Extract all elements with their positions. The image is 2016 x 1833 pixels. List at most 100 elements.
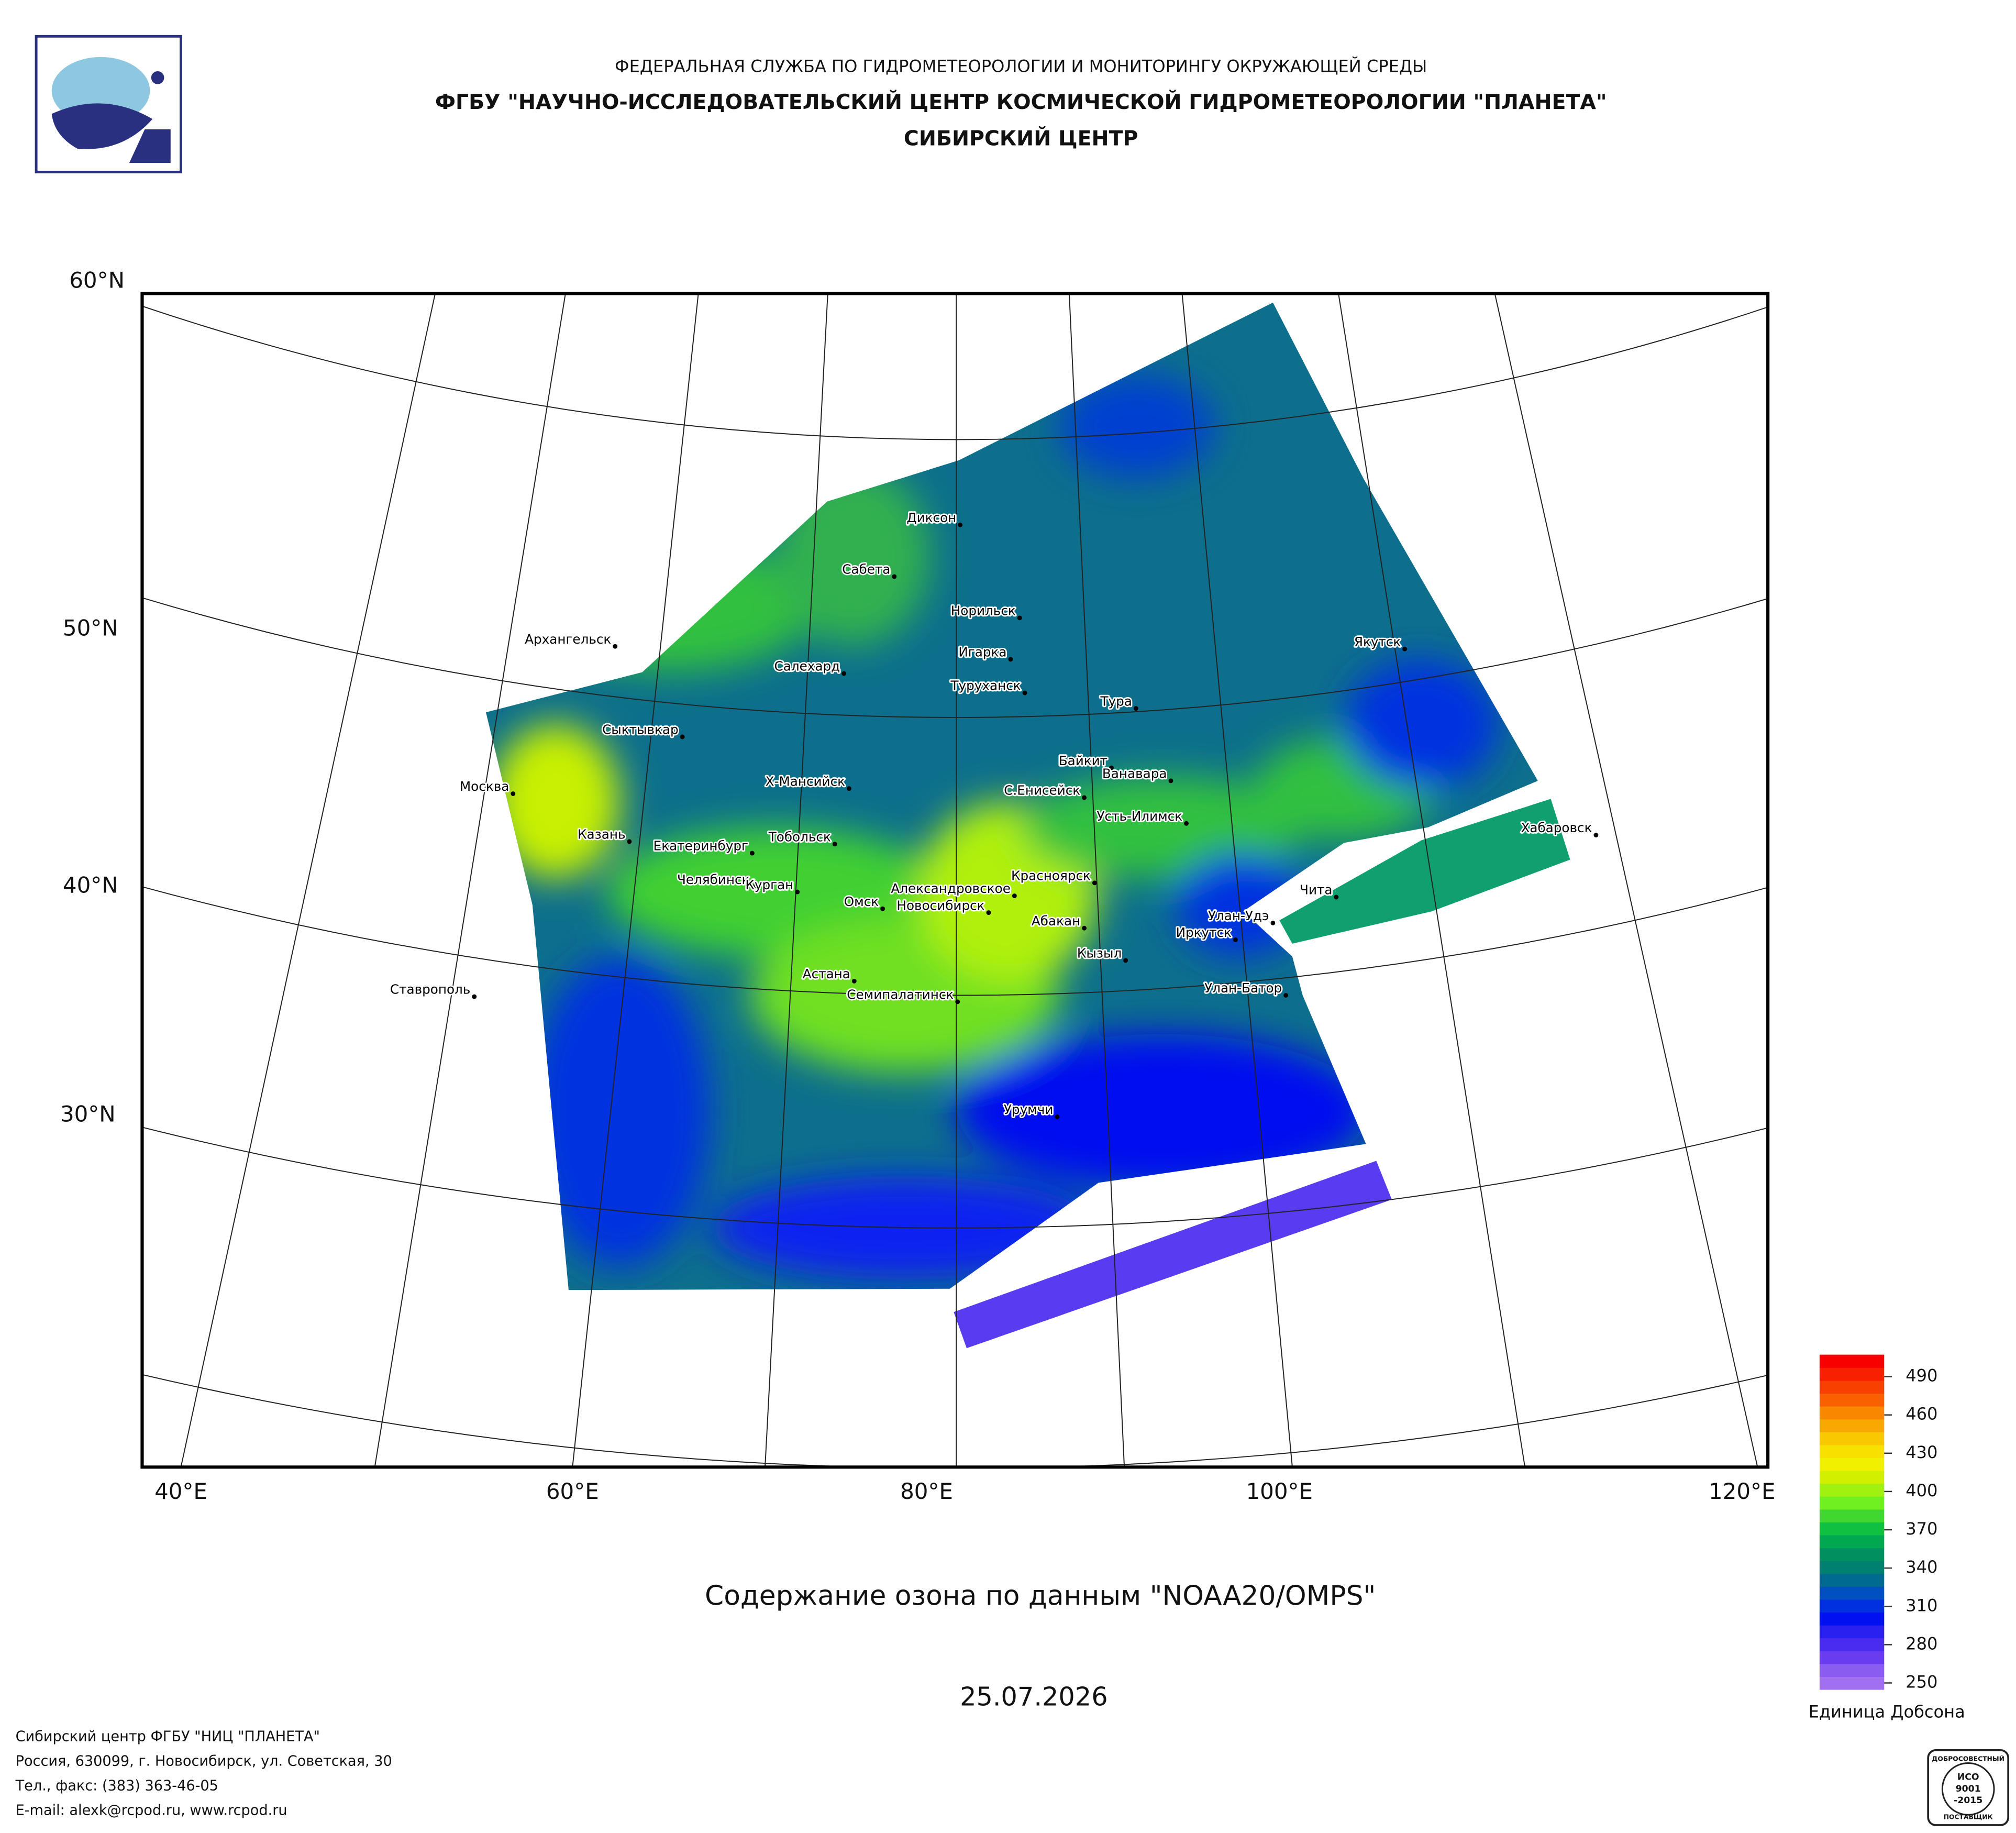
- color-segment: [1819, 1509, 1885, 1522]
- axis-labels: 60°N 50°N 40°N 30°N 40°E 60°E 80°E 100°E 120°E: [60, 268, 1776, 1504]
- city-marker: [1168, 778, 1173, 783]
- city-marker: [1402, 646, 1408, 652]
- logo: [35, 35, 182, 173]
- city-label: Ставрополь: [390, 982, 470, 997]
- city-label: Сыктывкар: [602, 722, 679, 737]
- colorbar-tick-label: 280: [1906, 1633, 1937, 1653]
- color-segment: [1819, 1444, 1885, 1459]
- city-marker: [1283, 993, 1289, 998]
- color-segment: [1819, 1534, 1885, 1549]
- city-label: Челябинск: [677, 872, 750, 887]
- city-marker: [1012, 893, 1017, 898]
- city-label: Курган: [745, 877, 793, 892]
- city-marker: [511, 791, 516, 796]
- map-frame: [140, 292, 1770, 1469]
- city-marker: [832, 842, 837, 847]
- color-segment: [1819, 1457, 1885, 1471]
- city-marker: [680, 734, 685, 739]
- city-label: Игарка: [958, 645, 1006, 660]
- city-marker: [986, 910, 991, 915]
- badge-text: -2015: [1954, 1795, 1982, 1806]
- map-area: Диксон Сабета Норильск Архангельск Игарка Сал…: [142, 293, 1768, 1467]
- colorbar-tick-label: 310: [1906, 1595, 1937, 1615]
- city-marker: [955, 999, 960, 1004]
- ozone-strip: [1279, 799, 1570, 944]
- color-segment: [1819, 1651, 1885, 1664]
- city-marker: [1133, 706, 1138, 711]
- lon-label: 80°E: [900, 1478, 953, 1504]
- city-marker: [1082, 925, 1087, 931]
- colorbar-tick-label: 340: [1906, 1557, 1937, 1577]
- colorbar: 490 460 430 400 370 340 310 280 250: [1819, 1354, 1937, 1692]
- colorbar-tick-label: 400: [1906, 1481, 1937, 1500]
- lon-label: 40°E: [154, 1478, 207, 1504]
- lat-label: 30°N: [60, 1101, 116, 1127]
- city-label: Абакан: [1032, 913, 1080, 929]
- color-segment: [1819, 1496, 1885, 1510]
- color-segment: [1819, 1470, 1885, 1484]
- city-label: Улан-Батор: [1204, 980, 1282, 996]
- cities: Диксон Сабета Норильск Архангельск Игарка Сал…: [389, 509, 1599, 1119]
- colorbar-tick-label: 460: [1906, 1404, 1937, 1424]
- lat-label: 50°N: [63, 615, 118, 641]
- city-label: Якутск: [1354, 634, 1401, 649]
- color-segment: [1819, 1612, 1885, 1626]
- city-label: Туруханск: [950, 678, 1021, 693]
- header-institute: ФГБУ "НАУЧНО-ИССЛЕДОВАТЕЛЬСКИЙ ЦЕНТР КОС…: [435, 90, 1607, 114]
- footer-line: Тел., факс: (383) 363-46-05: [15, 1777, 218, 1794]
- city-label: Х-Мансийск: [766, 774, 845, 789]
- city-marker: [851, 978, 857, 984]
- city-marker: [1270, 920, 1276, 925]
- color-segment: [1819, 1367, 1885, 1381]
- city-marker: [880, 906, 885, 911]
- quality-badge: [1927, 1749, 2010, 1826]
- color-segment: [1819, 1663, 1885, 1677]
- city-label: Иркутск: [1176, 925, 1232, 940]
- city-label: Москва: [460, 779, 509, 794]
- city-marker: [1334, 895, 1339, 900]
- city-label: Урумчи: [1004, 1102, 1053, 1117]
- city-label: Новосибирск: [896, 898, 984, 913]
- city-marker: [958, 522, 963, 527]
- ozone-strip: [954, 1161, 1392, 1349]
- city-marker: [892, 574, 897, 579]
- city-label: Сабета: [842, 562, 890, 577]
- color-segment: [1819, 1560, 1885, 1574]
- city-marker: [1082, 795, 1087, 800]
- colorbar-unit: Единица Добсона: [1809, 1702, 1965, 1721]
- city-label: Хабаровск: [1521, 820, 1592, 835]
- header-center: СИБИРСКИЙ ЦЕНТР: [904, 126, 1138, 150]
- city-marker: [795, 889, 800, 895]
- city-label: Екатеринбург: [653, 838, 748, 854]
- lat-label: 40°N: [63, 873, 118, 898]
- city-label: Тобольск: [768, 829, 831, 844]
- color-segment: [1819, 1638, 1885, 1651]
- city-label: Усть-Илимск: [1097, 809, 1183, 824]
- city-label: Диксон: [906, 510, 956, 525]
- color-segment: [1819, 1419, 1885, 1432]
- city-label: Омск: [844, 894, 879, 909]
- city-label: Норильск: [951, 603, 1016, 619]
- graticule: [142, 293, 1768, 1467]
- city-marker: [841, 671, 847, 676]
- lon-label: 120°E: [1709, 1478, 1776, 1504]
- lon-label: 100°E: [1246, 1478, 1313, 1504]
- lat-label: 60°N: [69, 268, 125, 293]
- city-marker: [1017, 615, 1022, 621]
- color-segment: [1819, 1522, 1885, 1536]
- badge-text: ПОСТАВЩИК: [1944, 1814, 1993, 1821]
- color-segment: [1819, 1380, 1885, 1394]
- city-label: Александровское: [891, 881, 1011, 896]
- color-segment: [1819, 1483, 1885, 1497]
- color-segment: [1819, 1625, 1885, 1639]
- color-segment: [1819, 1406, 1885, 1420]
- map-title: Содержание озона по данным "NOAA20/OMPS": [705, 1581, 1376, 1612]
- color-segment: [1819, 1393, 1885, 1407]
- city-marker: [749, 851, 755, 856]
- city-marker: [1092, 880, 1097, 886]
- city-marker: [1008, 657, 1013, 662]
- city-marker: [1022, 690, 1027, 695]
